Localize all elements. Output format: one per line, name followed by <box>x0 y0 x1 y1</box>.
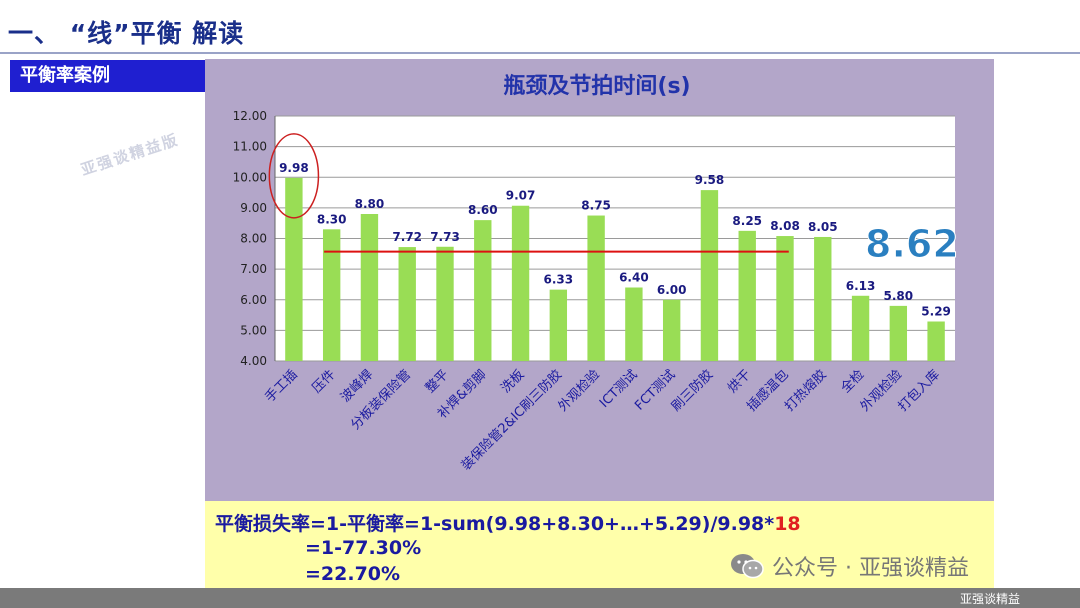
bar <box>625 287 643 361</box>
x-tick-label: 全检 <box>838 367 868 397</box>
bar <box>398 247 416 361</box>
title-divider <box>0 52 1080 54</box>
footer-bar <box>0 588 1080 608</box>
value-label: 8.05 <box>808 220 838 234</box>
diagonal-watermark: 亚强谈精益版 <box>78 130 182 180</box>
average-value-label: 8.62 <box>865 222 959 266</box>
bar <box>511 205 530 361</box>
bar-chart: 瓶颈及节拍时间(s) 4.00 5.00 6.00 7.00 8.00 9.00 10.00… <box>233 73 960 474</box>
annotations: 8.62 <box>268 133 959 267</box>
bar <box>700 190 719 361</box>
value-label: 9.58 <box>695 173 725 187</box>
x-tick-label: 外观检验 <box>555 367 603 415</box>
value-label: 7.73 <box>430 230 460 244</box>
value-label: 8.30 <box>317 212 347 226</box>
x-tick-label: 手工插 <box>263 367 301 405</box>
y-tick-label: 4.00 <box>240 354 267 368</box>
bar <box>738 230 756 361</box>
value-label: 5.80 <box>884 289 914 303</box>
x-tick-label: 烘干 <box>725 367 754 396</box>
wechat-watermark: 公众号 · 亚强谈精益 <box>730 550 969 582</box>
x-tick-label: 洗板 <box>498 367 527 396</box>
value-label: 8.08 <box>770 219 800 233</box>
y-tick-label: 11.00 <box>233 140 267 154</box>
y-tick-label: 12.00 <box>233 109 267 123</box>
bars <box>285 177 945 361</box>
page-title: 一、 “线”平衡 解读 <box>8 19 245 48</box>
bar <box>814 236 832 361</box>
chart-title: 瓶颈及节拍时间(s) <box>503 73 690 99</box>
formula-line-3: =22.70% <box>305 563 401 585</box>
wechat-icon <box>731 554 764 579</box>
formula-line-1: 平衡损失率=1-平衡率=1-sum(9.98+8.30+…+5.29)/9.98… <box>215 509 801 536</box>
section-tag: 平衡率案例 <box>10 60 205 92</box>
y-tick-label: 10.00 <box>233 170 267 184</box>
wechat-label: 公众号 · 亚强谈精益 <box>772 556 969 581</box>
value-label: 6.13 <box>846 279 876 293</box>
value-label: 8.60 <box>468 203 498 217</box>
bar <box>549 289 568 361</box>
value-label: 6.00 <box>657 283 687 297</box>
x-tick-label: 打包入库 <box>895 367 943 415</box>
bar <box>587 215 605 361</box>
value-label: 9.07 <box>506 189 536 203</box>
y-tick-label: 5.00 <box>240 323 267 337</box>
bar <box>776 236 794 361</box>
bar <box>322 229 341 361</box>
value-label: 5.29 <box>921 304 951 318</box>
value-label: 7.72 <box>392 230 422 244</box>
x-tick-label: 打热熔胶 <box>782 367 830 415</box>
bar <box>851 295 870 361</box>
footer-text: 亚强谈精益 <box>959 592 1020 606</box>
bar <box>927 321 945 361</box>
y-tick-label: 9.00 <box>240 201 267 215</box>
chart-panel: 瓶颈及节拍时间(s) 4.00 5.00 6.00 7.00 8.00 9.00 10.00… <box>205 59 994 501</box>
bar <box>474 220 492 361</box>
bar <box>360 214 379 361</box>
x-tick-label: 整平 <box>423 367 452 396</box>
bar <box>285 177 303 361</box>
value-label: 9.98 <box>279 161 309 175</box>
grid-lines <box>274 115 955 362</box>
value-label: 8.80 <box>355 197 385 211</box>
bar <box>662 299 681 361</box>
x-tick-label: 刷三防胶 <box>668 367 716 415</box>
value-label: 8.25 <box>732 214 762 228</box>
y-tick-label: 6.00 <box>240 293 267 307</box>
value-label: 6.33 <box>544 273 574 287</box>
bar <box>436 246 454 361</box>
bottleneck-circle <box>268 133 320 219</box>
formula-station-count: 18 <box>774 513 801 535</box>
y-tick-label: 7.00 <box>240 262 267 276</box>
formula-line-2: =1-77.30% <box>305 537 422 559</box>
y-tick-label: 8.00 <box>240 232 267 246</box>
value-label: 8.75 <box>581 199 611 213</box>
value-label: 6.40 <box>619 271 649 285</box>
formula-box: 平衡损失率=1-平衡率=1-sum(9.98+8.30+…+5.29)/9.98… <box>205 501 994 588</box>
formula-expression: 平衡损失率=1-平衡率=1-sum(9.98+8.30+…+5.29)/9.98… <box>215 513 775 535</box>
bar <box>889 305 908 361</box>
value-labels: 9.98 8.30 8.80 7.72 7.73 8.60 9.07 6.33 8.75 6.40… <box>279 161 951 319</box>
y-axis-ticks: 4.00 5.00 6.00 7.00 8.00 9.00 10.00 11.00 12.00 <box>233 109 267 368</box>
x-tick-label: 压件 <box>309 367 338 396</box>
